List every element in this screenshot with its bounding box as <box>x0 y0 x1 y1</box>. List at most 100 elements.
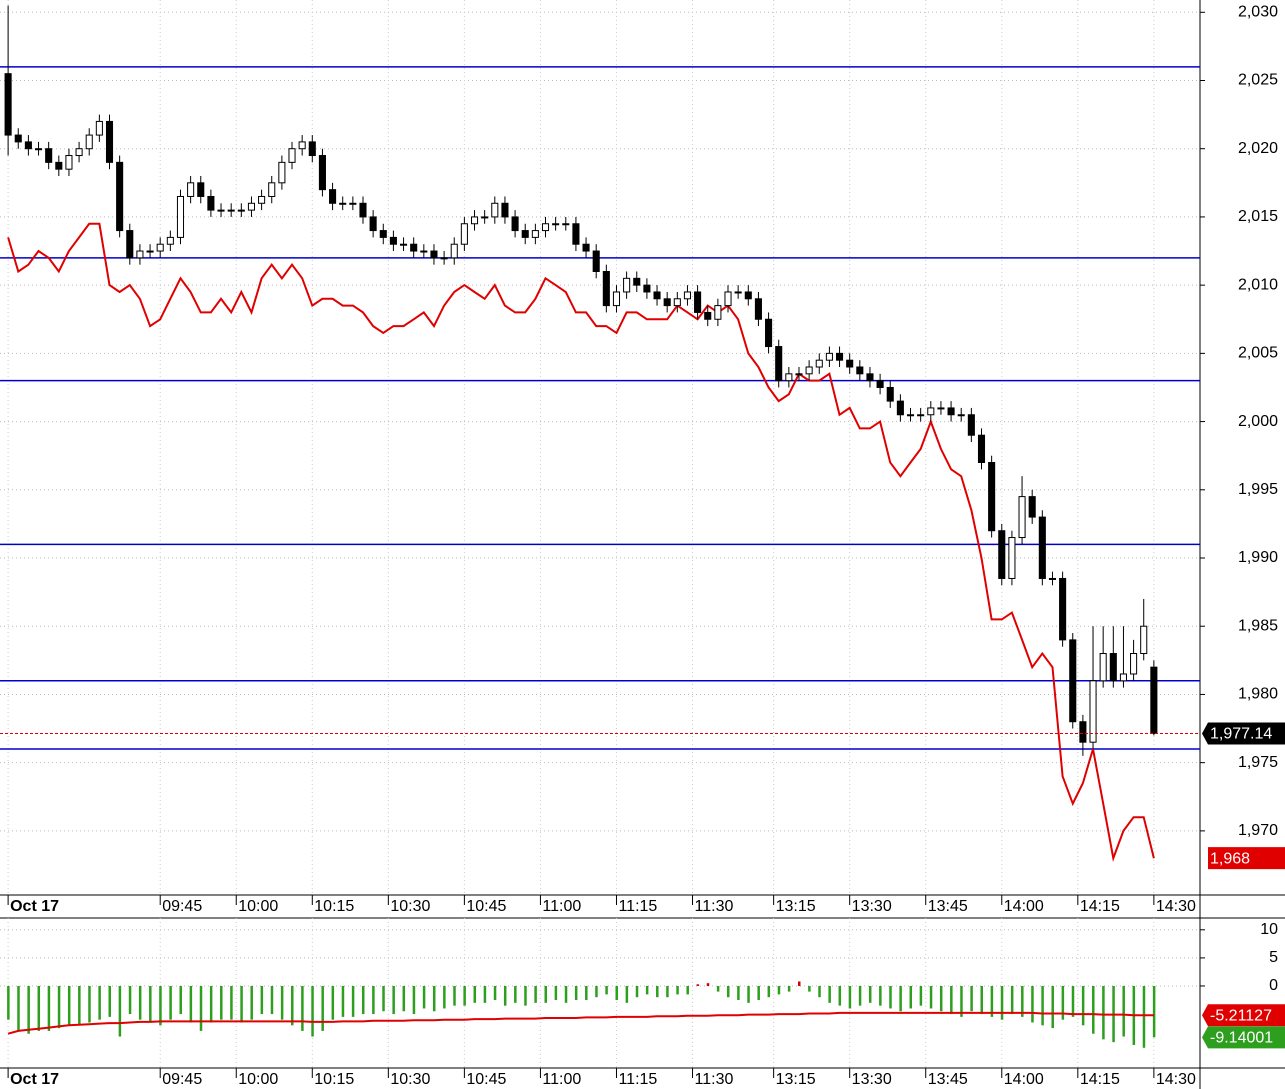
candle-body <box>65 155 73 170</box>
candle-body <box>187 182 195 197</box>
candle-body <box>947 407 955 416</box>
candle-body <box>531 230 539 238</box>
x-tick-label: 14:15 <box>1080 1071 1120 1088</box>
histogram-bar <box>321 985 324 1031</box>
histogram-bar <box>108 985 112 1017</box>
histogram-bar <box>159 985 162 1026</box>
histogram-bar <box>220 985 223 1020</box>
candle-body <box>55 161 63 170</box>
candle-body <box>278 161 286 184</box>
histogram-bar <box>980 985 983 1015</box>
candle-body <box>258 195 266 204</box>
histogram-bar <box>361 985 365 1015</box>
candle-body <box>430 250 438 259</box>
x-tick-label: 09:45 <box>162 898 202 915</box>
x-tick-label: 10:15 <box>314 1071 354 1088</box>
histogram-bar <box>199 985 203 1031</box>
histogram-bar <box>280 985 284 1020</box>
y-tick-label: 1,990 <box>1238 549 1278 566</box>
histogram-bar <box>1051 985 1054 1029</box>
candle-body <box>744 291 752 300</box>
histogram-bar <box>1071 985 1075 1017</box>
x-tick-label: 13:15 <box>776 1071 816 1088</box>
candle-body <box>937 407 945 410</box>
histogram-bar <box>240 985 243 1023</box>
candle-body <box>673 298 681 307</box>
histogram-bar <box>716 985 720 992</box>
candle-body <box>653 291 661 300</box>
line <box>7 1011 1154 1035</box>
histogram-bar <box>828 985 831 1003</box>
candle-body <box>24 141 32 150</box>
histogram-bar <box>544 985 548 1003</box>
candle-body <box>775 346 783 382</box>
y-tick-label: 0 <box>1269 977 1278 994</box>
candle-body <box>1079 721 1087 743</box>
candle-body <box>967 414 975 436</box>
histogram-bar <box>919 985 923 1006</box>
x-tick-label: 10:45 <box>466 898 506 915</box>
x-tick-label: 10:00 <box>238 898 278 915</box>
candle-body <box>470 216 479 225</box>
candle-body <box>805 366 813 375</box>
x-tick-label: 13:45 <box>928 1071 968 1088</box>
histogram-bar <box>270 985 274 1015</box>
candle-body <box>572 223 580 245</box>
x-tick-label: 10:00 <box>238 1071 278 1088</box>
y-tick-label: 1,995 <box>1238 481 1278 498</box>
histogram-bar <box>787 985 791 992</box>
histogram-bar <box>1061 985 1065 1020</box>
histogram-bar <box>706 983 710 986</box>
candle-body <box>1008 537 1016 579</box>
candle-body <box>836 352 844 361</box>
histogram-bar <box>524 985 527 1006</box>
candle-body <box>602 271 610 307</box>
candle-body <box>714 305 722 320</box>
candle-body <box>1028 496 1036 518</box>
histogram-bar <box>382 985 385 1012</box>
line <box>7 222 1155 862</box>
histogram-bar <box>189 985 193 1023</box>
histogram-bar <box>727 985 730 998</box>
histogram-tag: -9.14001 <box>1210 1030 1273 1047</box>
histogram-bar <box>98 985 101 1020</box>
histogram-bar <box>311 985 314 1037</box>
x-tick-label: 11:15 <box>618 898 657 915</box>
histogram-bar <box>1031 985 1034 1023</box>
histogram-tag-bg <box>1202 1026 1285 1049</box>
candle-body <box>1140 625 1148 655</box>
candle-body <box>896 400 904 416</box>
candle-body <box>75 148 83 157</box>
y-tick-label: 1,970 <box>1238 822 1278 839</box>
histogram-bar <box>960 985 963 1017</box>
histogram-bar <box>57 985 61 1029</box>
histogram-bar <box>889 985 892 1009</box>
candle-body <box>349 202 357 205</box>
y-tick-label: 2,020 <box>1238 140 1278 157</box>
histogram-bar <box>645 985 649 995</box>
histogram-bar <box>737 985 740 1001</box>
x-tick-label: 11:00 <box>542 898 581 915</box>
x-tick-label: 11:30 <box>695 898 734 915</box>
candle-body <box>247 202 255 211</box>
candle-body <box>815 359 823 368</box>
histogram-bar <box>291 985 294 1026</box>
candle-body <box>886 386 894 402</box>
series-tag: -5.21127 <box>1210 1007 1272 1024</box>
histogram-bar <box>868 985 872 1003</box>
histogram-bar <box>818 985 821 998</box>
histogram-bar <box>514 985 517 1003</box>
candle-body <box>146 250 154 253</box>
candle-body <box>988 462 996 532</box>
y-tick-label: 5 <box>1269 949 1278 966</box>
y-tick-label: 2,030 <box>1238 3 1278 20</box>
histogram-bar <box>858 985 862 1006</box>
histogram-bar <box>574 985 578 1001</box>
candle-body <box>1130 653 1138 675</box>
last-price-tag-bg <box>1202 722 1285 745</box>
histogram-bar <box>473 985 477 1003</box>
candle-body <box>663 298 671 307</box>
candle-body <box>765 318 773 348</box>
candle-body <box>724 291 732 307</box>
